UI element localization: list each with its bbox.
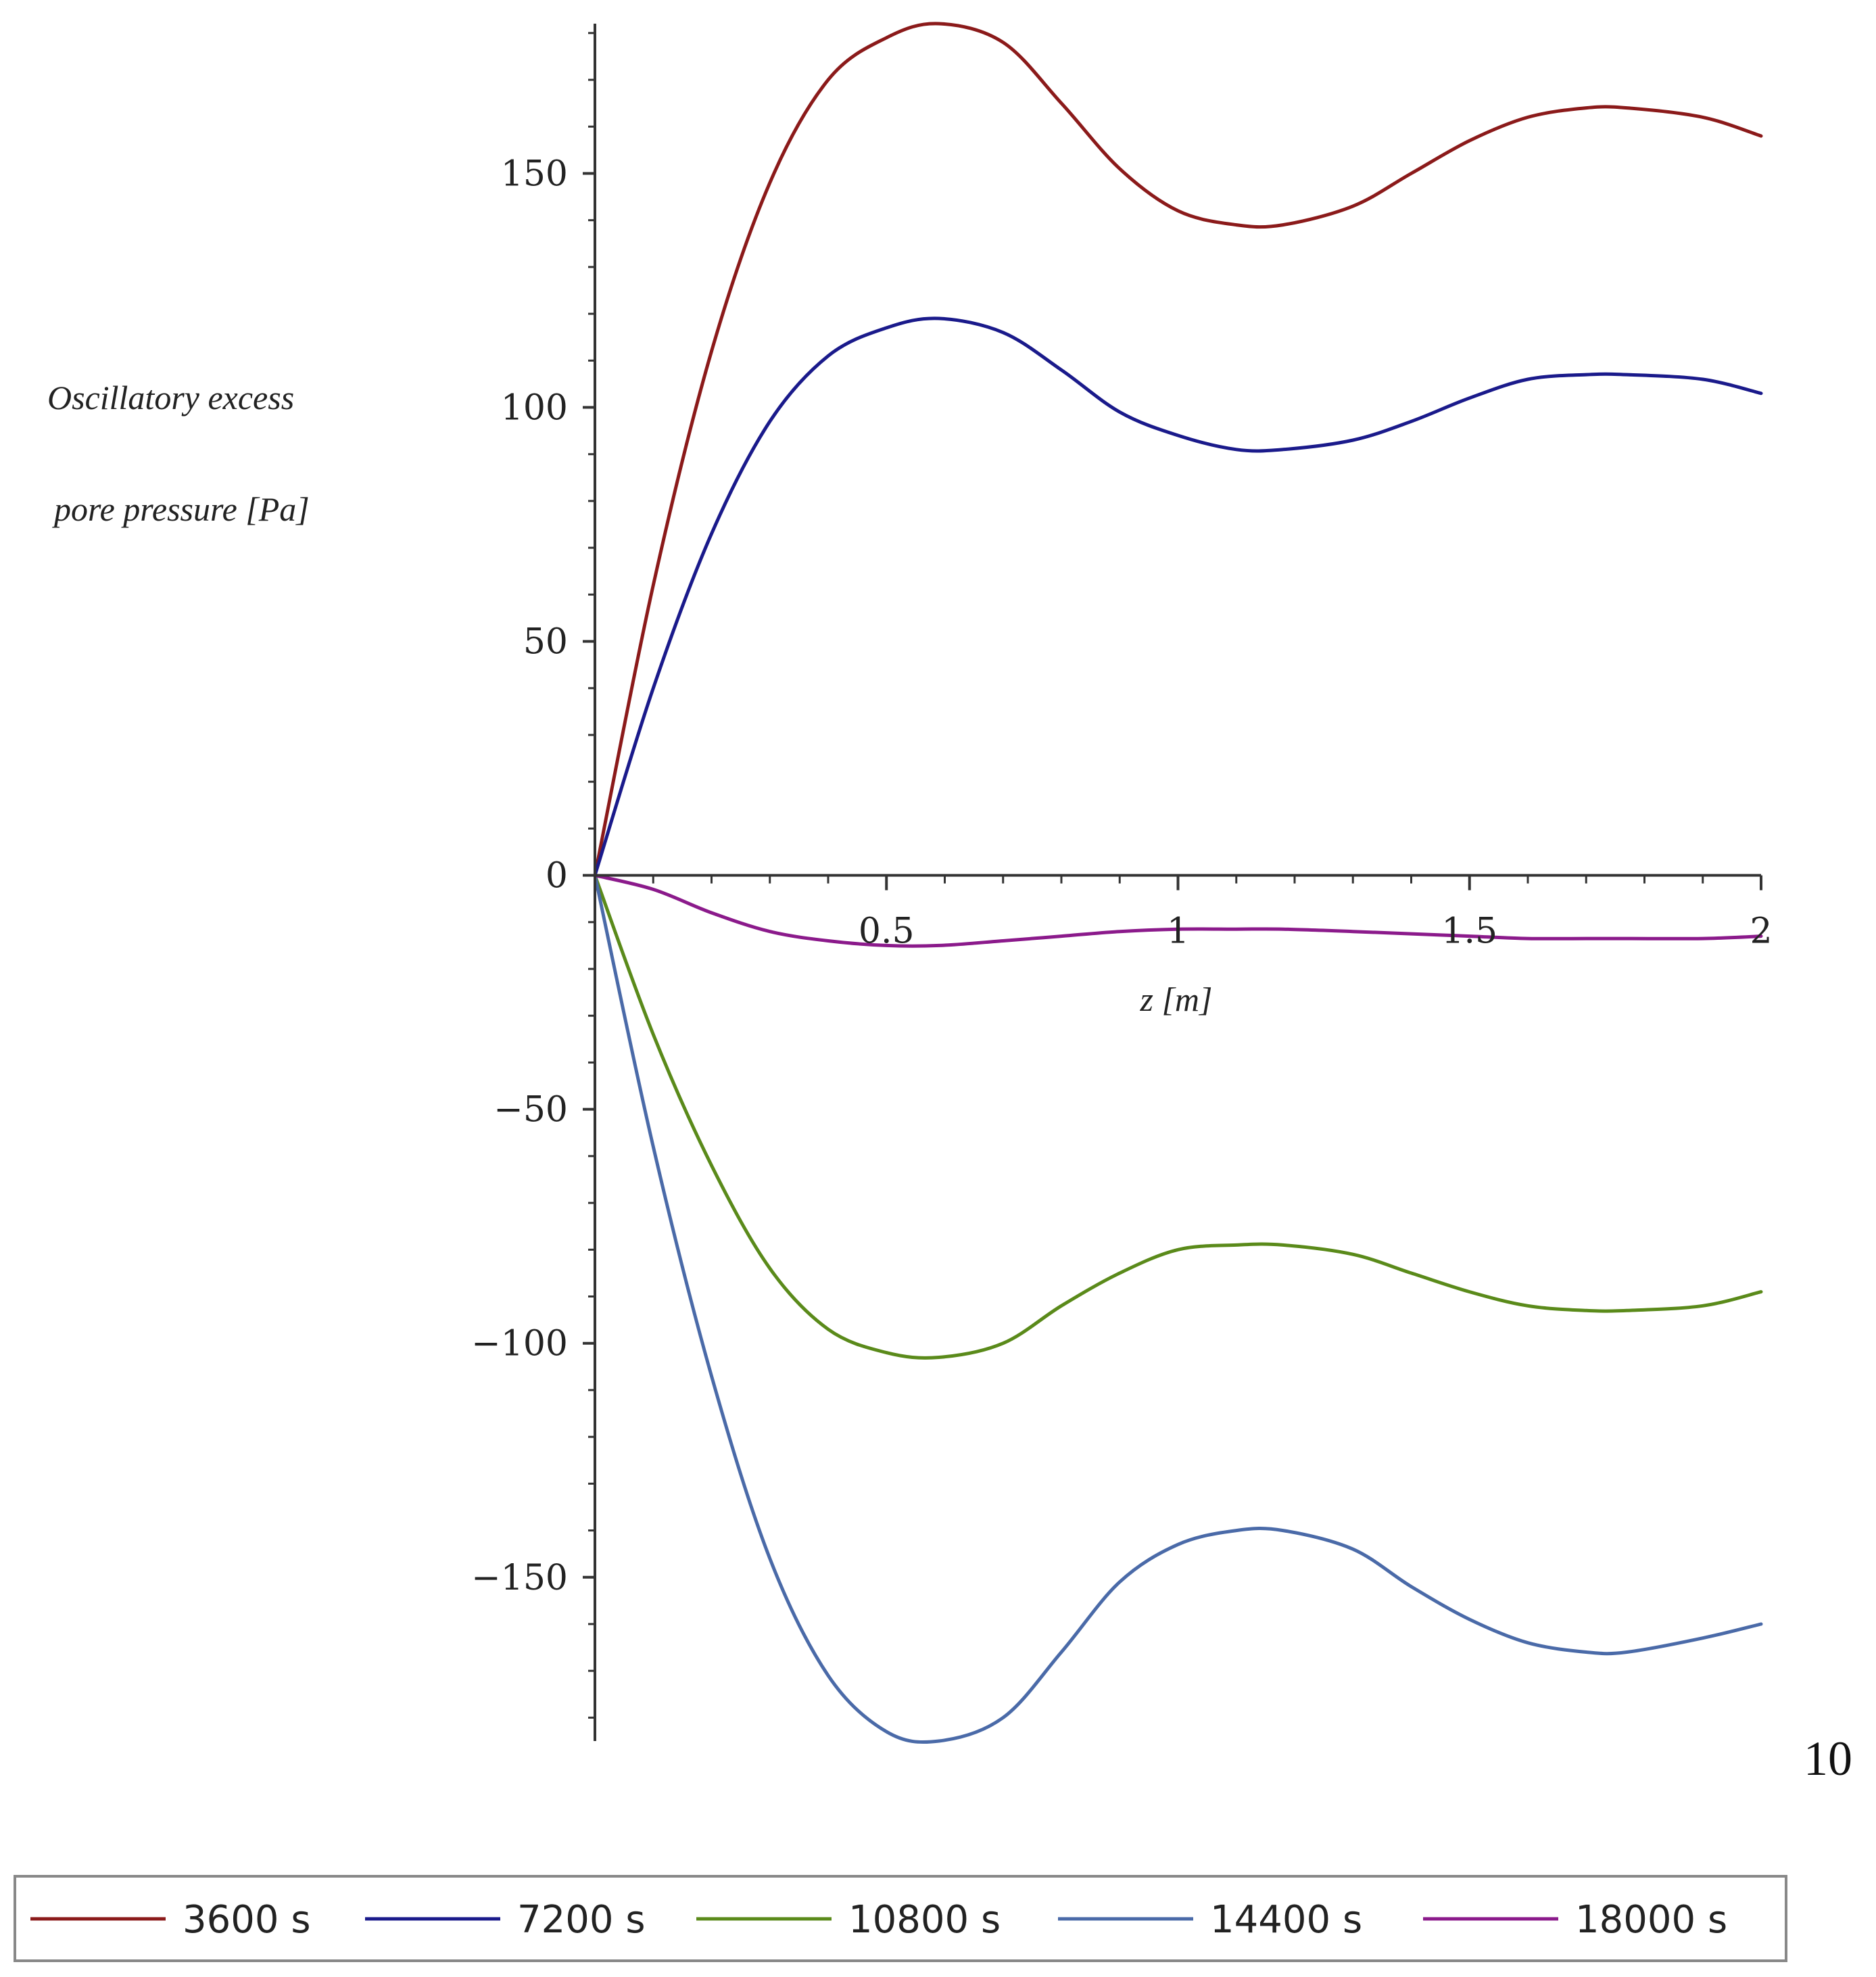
y-tick-label: −100 bbox=[471, 1324, 568, 1364]
page-number: 10 bbox=[1804, 1732, 1852, 1786]
series-line-14400-s bbox=[593, 874, 1763, 1744]
series-line-10800-s bbox=[593, 874, 1763, 1360]
series-layer bbox=[593, 22, 1763, 1744]
legend-label: 7200 s bbox=[517, 1898, 646, 1942]
legend-label: 18000 s bbox=[1575, 1898, 1727, 1942]
y-tick-label: 100 bbox=[501, 388, 568, 429]
legend-label: 14400 s bbox=[1210, 1898, 1362, 1942]
ticks bbox=[583, 32, 1762, 1719]
series-line-7200-s bbox=[593, 316, 1763, 878]
x-tick-label: 1 bbox=[1167, 911, 1189, 952]
y-tick-label: 50 bbox=[523, 622, 568, 663]
x-axis-title: z [m] bbox=[1140, 980, 1213, 1018]
legend-items: 3600 s 7200 s 10800 s 14400 s 18000 s bbox=[30, 1898, 1727, 1942]
series-line-18000-s bbox=[593, 874, 1763, 948]
series-line-3600-s bbox=[593, 22, 1763, 878]
tick-labels: −150 −100 −50 0 50 100 150 0.5 1 1.5 2 bbox=[471, 153, 1772, 1598]
x-tick-label: 0.5 bbox=[859, 911, 915, 952]
x-tick-label: 2 bbox=[1750, 911, 1772, 952]
x-tick-label: 1.5 bbox=[1441, 911, 1497, 952]
legend-label: 3600 s bbox=[183, 1898, 311, 1942]
y-tick-label: −50 bbox=[494, 1090, 568, 1130]
y-axis-title-line-1: Oscillatory excess bbox=[47, 379, 294, 416]
legend: 3600 s 7200 s 10800 s 14400 s 18000 s bbox=[14, 1875, 1787, 1962]
y-tick-label: 150 bbox=[501, 153, 568, 194]
y-tick-label: −150 bbox=[471, 1558, 568, 1598]
y-axis-title-line-2: pore pressure [Pa] bbox=[52, 490, 310, 528]
legend-label: 10800 s bbox=[848, 1898, 1001, 1942]
y-tick-label: 0 bbox=[546, 856, 568, 897]
